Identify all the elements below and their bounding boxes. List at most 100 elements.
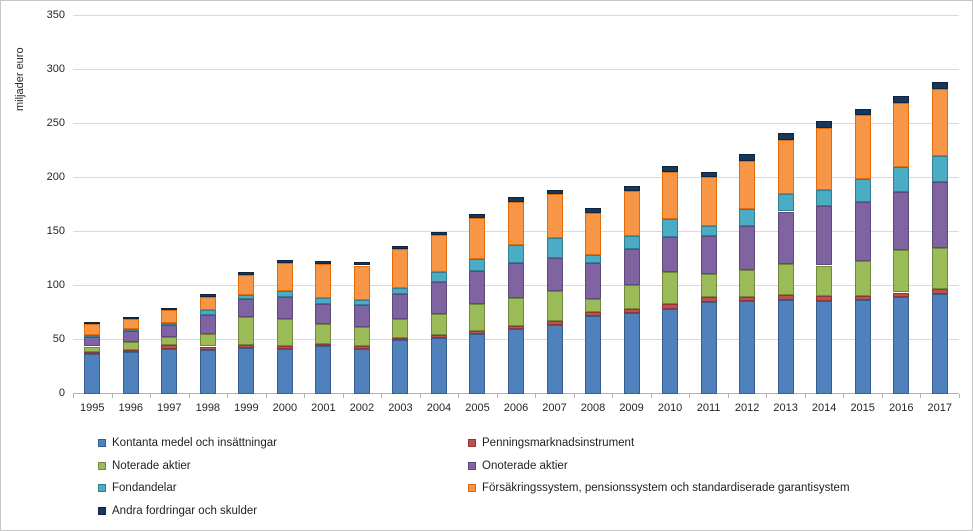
bar-segment xyxy=(161,345,178,349)
bar-segment xyxy=(931,89,948,157)
bar-1999 xyxy=(238,16,255,394)
bar-2004 xyxy=(430,16,447,394)
x-tick-label: 2012 xyxy=(734,402,760,414)
y-tick-label: 250 xyxy=(46,117,65,129)
bar-segment xyxy=(353,346,370,349)
bar-segment xyxy=(199,293,216,297)
legend-label: Onoterade aktier xyxy=(482,459,568,472)
bar-2009 xyxy=(623,16,640,394)
bar-segment xyxy=(931,182,948,249)
bar-1997 xyxy=(161,16,178,394)
bar-segment xyxy=(353,305,370,328)
y-axis-title: miljader euro xyxy=(14,47,26,111)
bar-segment xyxy=(546,324,563,394)
bar-segment xyxy=(546,189,563,195)
bar-segment xyxy=(777,140,794,195)
bar-1996 xyxy=(122,16,139,394)
bar-segment xyxy=(161,322,178,325)
bar-segment xyxy=(238,271,255,276)
bar-segment xyxy=(893,95,910,104)
bar-segment xyxy=(854,261,871,296)
gridline xyxy=(73,15,959,16)
legend-swatch-icon xyxy=(468,439,476,447)
bar-segment xyxy=(392,288,409,294)
bar-segment xyxy=(546,257,563,292)
bar-segment xyxy=(739,209,756,226)
bar-segment xyxy=(161,324,178,337)
bar-2016 xyxy=(893,16,910,394)
bar-segment xyxy=(84,346,101,352)
bar-segment xyxy=(585,263,602,299)
bar-segment xyxy=(199,315,216,334)
bar-segment xyxy=(854,115,871,180)
x-tick-mark xyxy=(458,394,460,398)
bar-segment xyxy=(315,304,332,324)
bar-segment xyxy=(84,336,101,347)
bar-segment xyxy=(546,194,563,239)
bar-segment xyxy=(700,236,717,275)
x-tick-label: 2013 xyxy=(773,402,798,414)
bar-segment xyxy=(854,201,871,262)
x-tick-mark xyxy=(111,394,113,398)
bar-segment xyxy=(854,108,871,116)
bar-segment xyxy=(700,171,717,177)
bar-segment xyxy=(508,325,524,330)
x-tick-mark xyxy=(804,394,806,398)
bar-segment xyxy=(546,320,563,325)
bar-segment xyxy=(700,302,717,394)
legend-label: Penningsmarknadsinstrument xyxy=(482,437,635,449)
bar-segment xyxy=(430,235,447,272)
bar-segment xyxy=(662,237,679,272)
bar-segment xyxy=(546,238,563,258)
bar-segment xyxy=(353,348,370,394)
bar-segment xyxy=(430,314,447,335)
x-tick-mark xyxy=(843,394,845,398)
bar-segment xyxy=(315,264,332,298)
bar-segment xyxy=(931,248,948,290)
bar-segment xyxy=(816,301,833,394)
bar-segment xyxy=(854,179,871,202)
bar-segment xyxy=(122,317,139,320)
bar-2014 xyxy=(816,16,833,394)
x-tick-label: 2014 xyxy=(811,402,837,414)
bar-segment xyxy=(931,81,948,90)
bar-segment xyxy=(84,321,101,324)
x-tick-label: 2001 xyxy=(311,402,336,414)
x-tick-mark xyxy=(73,394,74,398)
bar-segment xyxy=(276,263,293,292)
bar-segment xyxy=(854,300,871,394)
bar-segment xyxy=(777,264,794,295)
bar-segment xyxy=(700,176,717,226)
bar-segment xyxy=(700,225,717,237)
y-tick-label: 0 xyxy=(58,387,65,399)
x-tick-mark xyxy=(727,394,729,398)
y-tick-label: 300 xyxy=(46,63,65,75)
bar-2012 xyxy=(739,16,756,394)
bar-segment xyxy=(700,274,717,297)
bar-segment xyxy=(546,291,563,321)
bar-segment xyxy=(276,291,293,297)
x-tick-mark xyxy=(496,394,498,398)
bar-segment xyxy=(854,295,871,301)
bar-segment xyxy=(122,331,139,343)
bar-segment xyxy=(777,194,794,212)
x-tick-label: 2017 xyxy=(927,402,952,414)
bar-segment xyxy=(161,309,178,323)
bar-1998 xyxy=(199,16,216,394)
bar-segment xyxy=(508,263,524,298)
legend-item: Noterade aktier xyxy=(98,456,191,472)
bar-segment xyxy=(585,316,602,394)
x-tick-mark xyxy=(419,394,421,398)
bar-segment xyxy=(276,296,293,320)
y-tick-label: 200 xyxy=(46,171,65,183)
x-tick-label: 1995 xyxy=(80,402,105,414)
bar-segment xyxy=(84,323,101,335)
bar-segment xyxy=(238,298,255,318)
bar-segment xyxy=(585,208,602,213)
legend-swatch-icon xyxy=(98,506,106,515)
legend-item: Andra fordringar och skulder xyxy=(98,501,257,517)
bar-segment xyxy=(315,261,332,265)
y-tick-label: 50 xyxy=(52,333,65,345)
bar-segment xyxy=(353,300,370,306)
bar-segment xyxy=(392,340,409,394)
